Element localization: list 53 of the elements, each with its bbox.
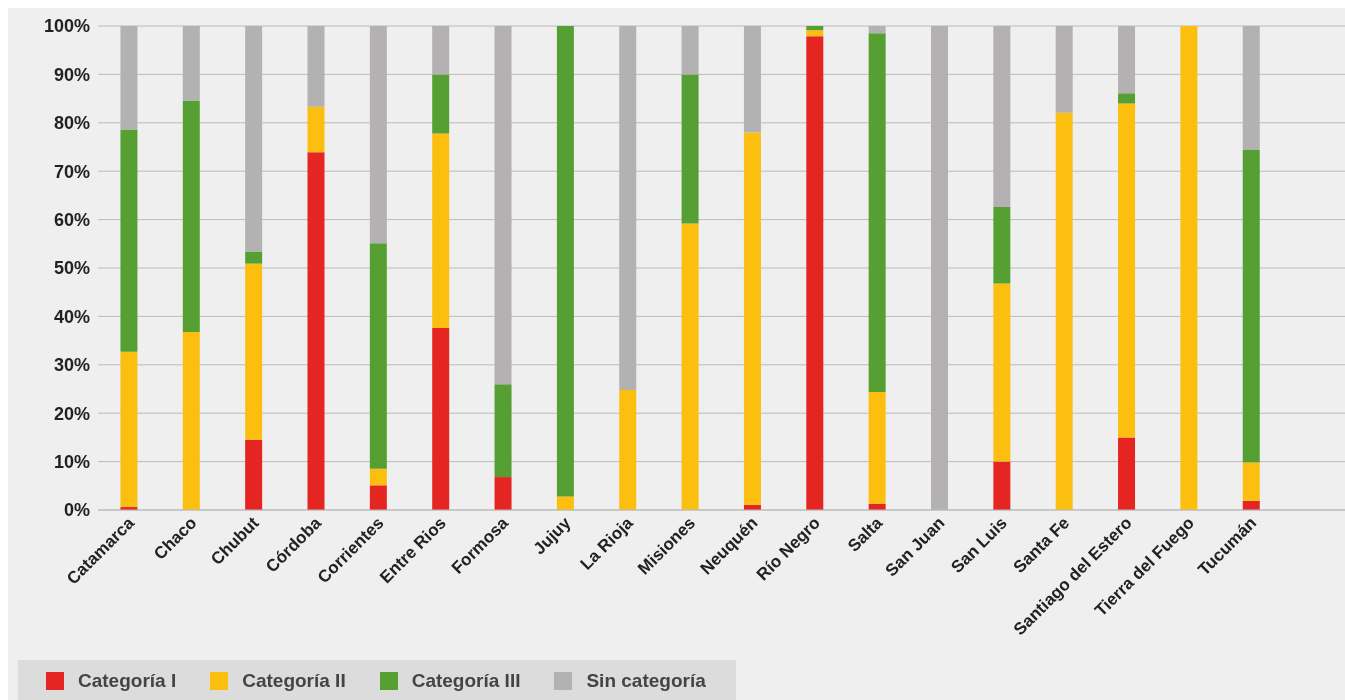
bar [369,485,387,510]
bar [806,30,824,37]
bar [182,100,200,332]
legend-label: Categoría II [241,670,346,692]
y-tick-label: 30% [53,355,90,376]
y-tick-label: 70% [53,161,90,182]
y-tick-label: 90% [53,64,90,85]
bar [432,328,450,510]
bar [556,26,574,497]
bar [993,207,1011,284]
bar [1242,462,1260,501]
bar [743,132,761,505]
bar [307,152,325,510]
bar [369,468,387,486]
bar [681,74,699,224]
y-tick-label: 80% [53,113,90,134]
bar [245,263,263,440]
legend-label: Categoría III [410,670,521,692]
bar [245,251,263,264]
y-tick-label: 10% [53,451,90,472]
bar [806,26,824,31]
legend-label: Sin categoría [585,670,706,692]
bar [993,461,1011,510]
y-tick-label: 100% [43,16,90,37]
bar [993,283,1011,462]
bar [1118,103,1136,438]
bar [619,389,637,510]
bar [432,74,450,134]
bar [556,496,574,510]
bar [681,223,699,510]
y-tick-label: 40% [53,306,90,327]
bar [1180,26,1198,510]
bar [494,477,512,510]
bar [868,33,886,392]
bar [494,384,512,478]
bar [806,36,824,510]
bar [120,351,138,508]
bar [182,331,200,510]
legend-label: Categoría I [77,670,177,692]
bar [1118,93,1136,104]
y-tick-label: 20% [53,403,90,424]
bar [1242,149,1260,463]
bar [307,106,325,153]
bar [1118,437,1136,510]
bar [432,133,450,329]
bar [868,391,886,504]
y-tick-label: 0% [63,500,90,521]
y-tick-label: 60% [53,209,90,230]
y-tick-label: 50% [53,258,90,279]
bar [120,129,138,352]
bar [369,243,387,469]
bar [245,439,263,510]
bar [1055,112,1073,510]
